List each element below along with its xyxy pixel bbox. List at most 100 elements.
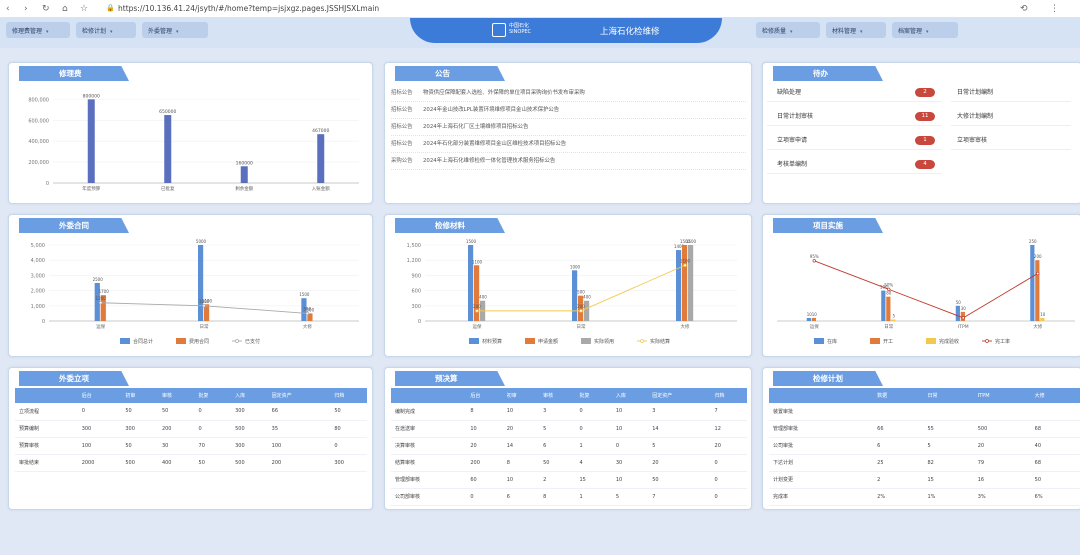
menu-repair-plan[interactable]: 检修计划 ▾ xyxy=(76,22,136,38)
table-cell: 10 xyxy=(502,471,540,489)
menu-quality[interactable]: 检修质量 ▾ xyxy=(756,22,820,38)
x-tick-label: 运保 xyxy=(96,323,105,330)
data-label: 50 xyxy=(956,300,962,305)
column-header: 数据 xyxy=(873,388,924,403)
legend-swatch xyxy=(525,338,535,344)
column-header: 批复 xyxy=(194,388,232,403)
table-cell: 68 xyxy=(1030,420,1080,438)
outsourcing-project-table: 后台 初审 审核 批复 入库 固定资产 归档 立项流程 0 50 50 0 300 66 50 预算编制 300… xyxy=(15,388,367,472)
data-label: 1200 xyxy=(96,296,107,301)
todo-item[interactable]: 日常计划审核 11 xyxy=(767,107,941,126)
table-cell: 6% xyxy=(1030,488,1080,506)
table-cell: 2% xyxy=(873,488,924,506)
data-label: 1000 xyxy=(199,299,210,304)
x-tick-label: 日常 xyxy=(884,323,893,330)
table-header-row: 数据 日常 ITPM 大修 xyxy=(769,388,1080,403)
title-banner: 中国石化 SINOPEC 上海石化检维修 xyxy=(410,18,722,43)
star-icon[interactable]: ☆ xyxy=(80,4,89,14)
sync-icon[interactable]: ⟲ xyxy=(1020,4,1028,14)
table-cell: 70 xyxy=(194,437,232,455)
panel-title: 待办 xyxy=(773,66,883,81)
line-point xyxy=(683,263,687,267)
todo-item[interactable]: 缺陷处理 2 xyxy=(767,83,941,102)
line-point xyxy=(475,309,479,313)
data-label: 800000 xyxy=(83,93,100,99)
settlement-table: 后台 初审 审核 批复 入库 固定资产 归档 编制完成 8 10 3 0 10 3 7 在途送审 10 20 5 0 1… xyxy=(391,388,747,506)
panel-title: 项目实施 xyxy=(773,218,883,233)
notice-item[interactable]: 招标公告 2024年石化部分装置维修项目金山区维检技术项目招标公告 xyxy=(391,136,746,153)
table-cell: 3 xyxy=(539,403,576,421)
panel-outsourcing-contract: 外委合同 0 1,000 2,000 3,000 4,000 5,000 运保 2500 170… xyxy=(8,214,373,357)
notice-item[interactable]: 招标公告 2024年上海石化厂区土壤维修项目招标公告 xyxy=(391,119,746,136)
table-cell: 5 xyxy=(648,437,711,455)
y-tick-label: 400,000 xyxy=(28,139,49,145)
legend-label: 实际结算 xyxy=(650,338,670,345)
table-cell: 20 xyxy=(648,454,711,472)
column-header: 审核 xyxy=(539,388,576,403)
x-tick-label: 大修 xyxy=(681,323,690,330)
reload-icon[interactable]: ↻ xyxy=(42,4,50,14)
notice-item[interactable]: 招标公告 物资供应保障配套入选检、外保障的单位项目采购询价书发布审采购 xyxy=(391,85,746,102)
column-header: 初审 xyxy=(121,388,158,403)
table-cell: 300 xyxy=(77,420,122,438)
sinopec-logo-icon xyxy=(492,23,506,37)
table-cell: 66 xyxy=(267,403,331,421)
table-cell: 200 xyxy=(267,454,331,472)
back-icon[interactable]: ‹ xyxy=(6,4,10,14)
data-label: 1100 xyxy=(472,259,483,264)
bar xyxy=(578,295,584,321)
panel-outsourcing-project: 外委立项 后台 初审 审核 批复 入库 固定资产 归档 立项流程 0 50 50 0 300 66 50 预算… xyxy=(8,367,373,510)
table-cell: 10 xyxy=(611,471,649,489)
table-cell: 0 xyxy=(575,403,612,421)
table-cell: 500 xyxy=(973,420,1031,438)
bar xyxy=(94,283,100,321)
notice-category: 招标公告 xyxy=(391,124,413,130)
logo-en: SINOPEC xyxy=(509,29,531,35)
notice-item[interactable]: 招标公告 2024年金山技改LPL装置环境维修项目金山技术保护公告 xyxy=(391,102,746,119)
table-cell: 35 xyxy=(267,420,331,438)
panel-notices: 公告 招标公告 物资供应保障配套入选检、外保障的单位项目采购询价书发布审采购 招标公… xyxy=(384,62,752,204)
table-cell: 3% xyxy=(973,488,1031,506)
menu-material[interactable]: 材料管理 ▾ xyxy=(826,22,886,38)
more-icon[interactable]: ⋮ xyxy=(1050,4,1059,14)
menu-outsourcing[interactable]: 外委管理 ▾ xyxy=(142,22,208,38)
table-row: 计划变更 2 15 16 50 xyxy=(769,471,1080,489)
row-label: 预算编制 xyxy=(15,420,78,438)
legend-label: 完工率 xyxy=(995,338,1010,345)
table-cell: 20 xyxy=(466,437,503,455)
system-title: 上海石化检维修 xyxy=(600,27,660,37)
legend-label: 材料预算 xyxy=(482,338,502,345)
x-tick-label: 年度预算 xyxy=(82,185,100,192)
todo-item-right[interactable]: 大修计划编制 xyxy=(951,107,1071,126)
table-cell: 0 xyxy=(710,488,747,506)
menu-archive[interactable]: 档案管理 ▾ xyxy=(892,22,958,38)
legend-swatch xyxy=(176,338,186,344)
panel-title: 检修材料 xyxy=(395,218,505,233)
row-label: 编制完成 xyxy=(391,403,467,421)
legend-swatch xyxy=(120,338,130,344)
menu-repair-fee[interactable]: 修理费管理 ▾ xyxy=(6,22,70,38)
panel-project-impl: 项目实施 运保 10 10 日常 100 80 5 ITPM 50 30 大修 250 200 10 95%… xyxy=(762,214,1080,357)
panel-repair-fee: 修理费 0 200,000 400,000 600,000 800,000 800000 年… xyxy=(8,62,373,204)
todo-item-right[interactable]: 立项审审核 xyxy=(951,131,1071,150)
table-row: 预算审核 100 50 30 70 300 100 0 xyxy=(15,437,367,455)
table-cell: 2 xyxy=(873,471,924,489)
menu-label: 材料管理 xyxy=(832,28,857,35)
x-tick-label: 已批复 xyxy=(161,185,175,192)
table-cell: 0 xyxy=(575,420,612,438)
home-icon[interactable]: ⌂ xyxy=(62,4,68,14)
legend-label: 合同总计 xyxy=(133,338,153,345)
todo-item[interactable]: 考核单编制 4 xyxy=(767,155,941,174)
todo-item[interactable]: 立项审申请 1 xyxy=(767,131,941,150)
address-bar[interactable]: https://10.136.41.24/jsyth/#/home?temp=j… xyxy=(118,4,380,13)
table-cell: 55 xyxy=(923,420,974,438)
todo-item-right[interactable]: 日常计划编制 xyxy=(951,83,1071,102)
table-row: 预算编制 300 300 200 0 500 35 80 xyxy=(15,420,367,438)
todo-label: 考核单编制 xyxy=(777,161,808,168)
notice-item[interactable]: 采购公告 2024年上海石化维修检修一体化管理技术服务招标公告 xyxy=(391,153,746,170)
row-label: 结算审核 xyxy=(391,454,467,472)
forward-icon[interactable]: › xyxy=(24,4,28,14)
table-cell: 20 xyxy=(710,437,747,455)
bar xyxy=(886,296,891,321)
data-label: 500 xyxy=(304,306,312,311)
